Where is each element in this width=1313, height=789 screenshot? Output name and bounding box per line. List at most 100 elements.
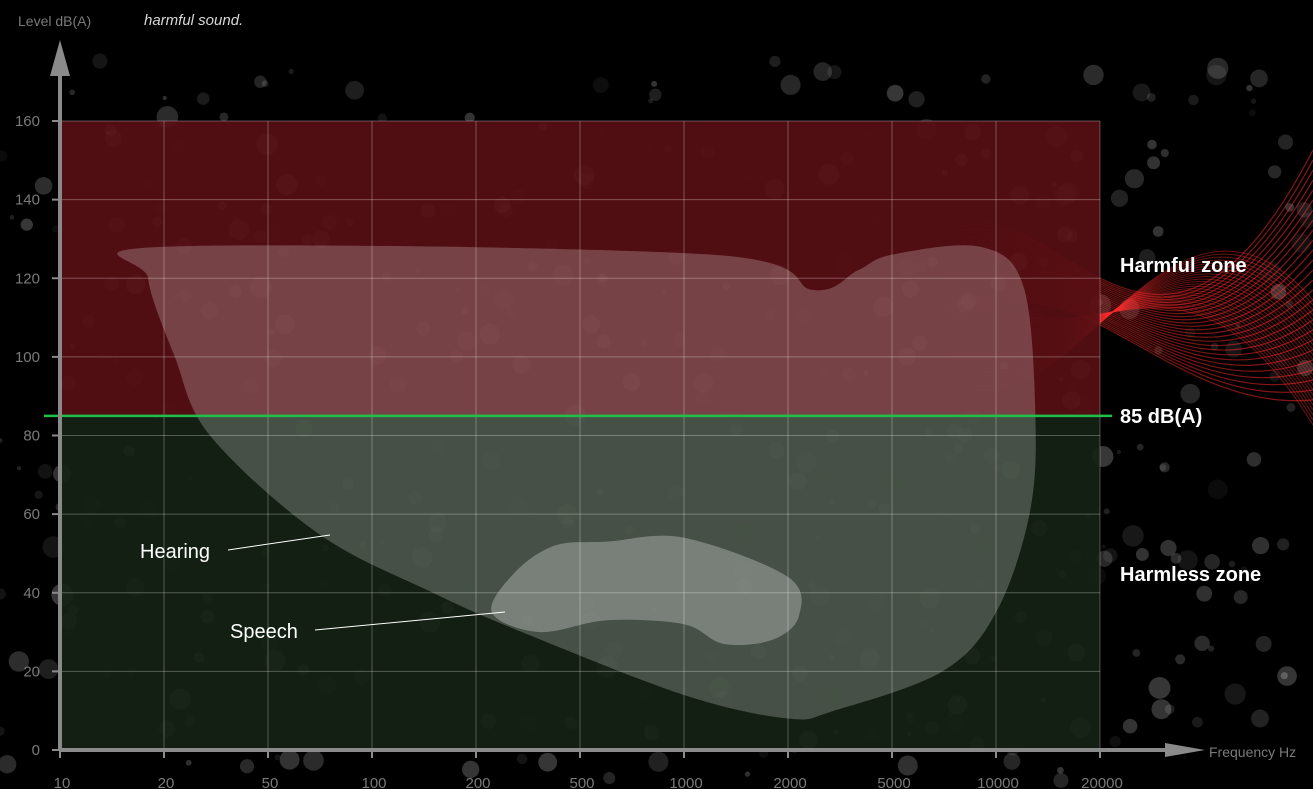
- bg-particle: [1206, 64, 1227, 86]
- x-tick-label: 200: [465, 775, 490, 789]
- bg-particle: [288, 68, 294, 75]
- bg-particle: [1147, 156, 1161, 170]
- bg-particle: [1138, 249, 1156, 266]
- bg-particle: [1277, 134, 1294, 150]
- bg-particle: [1096, 550, 1113, 567]
- harmful-zone: [60, 121, 1100, 416]
- bg-particle: [1151, 699, 1172, 720]
- bg-particle: [1268, 165, 1282, 179]
- x-tick-label: 2000: [773, 775, 806, 789]
- bg-particle: [1083, 64, 1104, 86]
- bg-particle: [37, 464, 53, 479]
- bg-particle: [279, 749, 300, 770]
- bg-particle: [219, 112, 229, 122]
- bg-particle: [0, 438, 3, 443]
- bg-particle: [1003, 752, 1021, 770]
- x-tick-label: 50: [262, 775, 279, 789]
- bg-particle: [1251, 709, 1269, 728]
- axes: [50, 40, 1205, 757]
- y-tick-label: 20: [23, 663, 40, 680]
- bg-particle: [769, 55, 781, 67]
- bg-particle: [1135, 547, 1149, 561]
- bg-particle: [34, 490, 43, 499]
- bg-particle: [538, 752, 558, 772]
- y-tick-label: 0: [32, 742, 40, 759]
- bg-particle: [1277, 538, 1290, 551]
- y-tick-label: 60: [23, 506, 40, 523]
- bg-particle: [239, 759, 255, 774]
- bg-particle: [377, 113, 387, 123]
- bg-particle: [1057, 766, 1064, 774]
- bg-particle: [1147, 139, 1157, 150]
- bg-particle: [908, 91, 925, 108]
- bg-particle: [649, 88, 662, 101]
- bg-particle: [592, 77, 609, 94]
- y-tick-label: 100: [15, 349, 40, 366]
- bg-particle: [1177, 550, 1198, 571]
- hearing-label: Hearing: [140, 541, 210, 563]
- bg-particle: [1269, 370, 1281, 382]
- x-tick-label: 10: [54, 775, 71, 789]
- bg-particle: [261, 80, 269, 88]
- bg-particle: [981, 74, 991, 84]
- bg-particle: [1136, 443, 1144, 451]
- bg-particle: [1204, 554, 1220, 570]
- y-tick-label: 40: [23, 585, 40, 602]
- bg-particle: [1188, 94, 1199, 106]
- bg-particle: [34, 177, 53, 195]
- bg-particle: [1103, 548, 1118, 563]
- bg-particle: [897, 755, 918, 776]
- bg-particle: [1175, 654, 1186, 665]
- bg-particle: [1109, 735, 1121, 748]
- bg-particle: [886, 84, 904, 102]
- bg-particle: [1132, 649, 1141, 657]
- bg-particle: [651, 80, 658, 87]
- y-axis-arrow: [50, 40, 70, 76]
- bg-particle: [1146, 92, 1156, 102]
- bg-particle: [1148, 677, 1171, 699]
- bg-particle: [813, 62, 833, 81]
- y-axis-title: Level dB(A): [18, 13, 91, 29]
- bg-particle: [464, 112, 475, 123]
- bg-particle: [0, 588, 6, 600]
- bg-particle: [0, 150, 8, 162]
- bg-particle: [744, 771, 751, 777]
- bg-particle: [603, 772, 616, 785]
- x-tick-label: 100: [361, 775, 386, 789]
- bg-particle: [69, 89, 76, 96]
- bg-particle: [1280, 672, 1288, 680]
- bg-particle: [462, 760, 480, 779]
- hearing-leader-line: [227, 534, 331, 551]
- bg-particle: [1159, 464, 1167, 471]
- x-axis-arrow: [1165, 743, 1205, 757]
- bg-particle: [185, 759, 192, 766]
- intro-text: harmful sound.: [144, 12, 244, 29]
- bg-particle: [1196, 585, 1213, 602]
- bg-particle: [1103, 508, 1110, 515]
- bg-particle: [648, 98, 653, 104]
- speech-leader-line: [314, 611, 506, 631]
- harmless-zone: [60, 415, 1100, 750]
- bg-particle: [1207, 57, 1229, 79]
- bg-particle: [1053, 772, 1069, 788]
- bg-particle: [20, 218, 33, 231]
- bg-particle: [1101, 544, 1106, 549]
- bg-particle: [1152, 226, 1164, 237]
- bg-particle: [1208, 645, 1215, 652]
- bg-particle: [303, 750, 324, 771]
- x-tick-label: 500: [569, 775, 594, 789]
- bg-particle: [1122, 718, 1138, 734]
- bg-particle: [1248, 109, 1256, 117]
- bg-particle: [1207, 479, 1228, 500]
- bg-particle: [0, 755, 17, 774]
- bg-particle: [1122, 525, 1144, 547]
- x-tick-label: 10000: [977, 775, 1019, 789]
- x-tick-label: 1000: [669, 775, 702, 789]
- bg-particle: [162, 96, 167, 101]
- bg-particle: [34, 669, 41, 676]
- bg-particle: [1250, 98, 1257, 104]
- bg-particle: [1252, 536, 1270, 555]
- bg-particle: [1250, 69, 1268, 88]
- bg-particle: [1224, 683, 1246, 705]
- bg-particle: [9, 214, 15, 220]
